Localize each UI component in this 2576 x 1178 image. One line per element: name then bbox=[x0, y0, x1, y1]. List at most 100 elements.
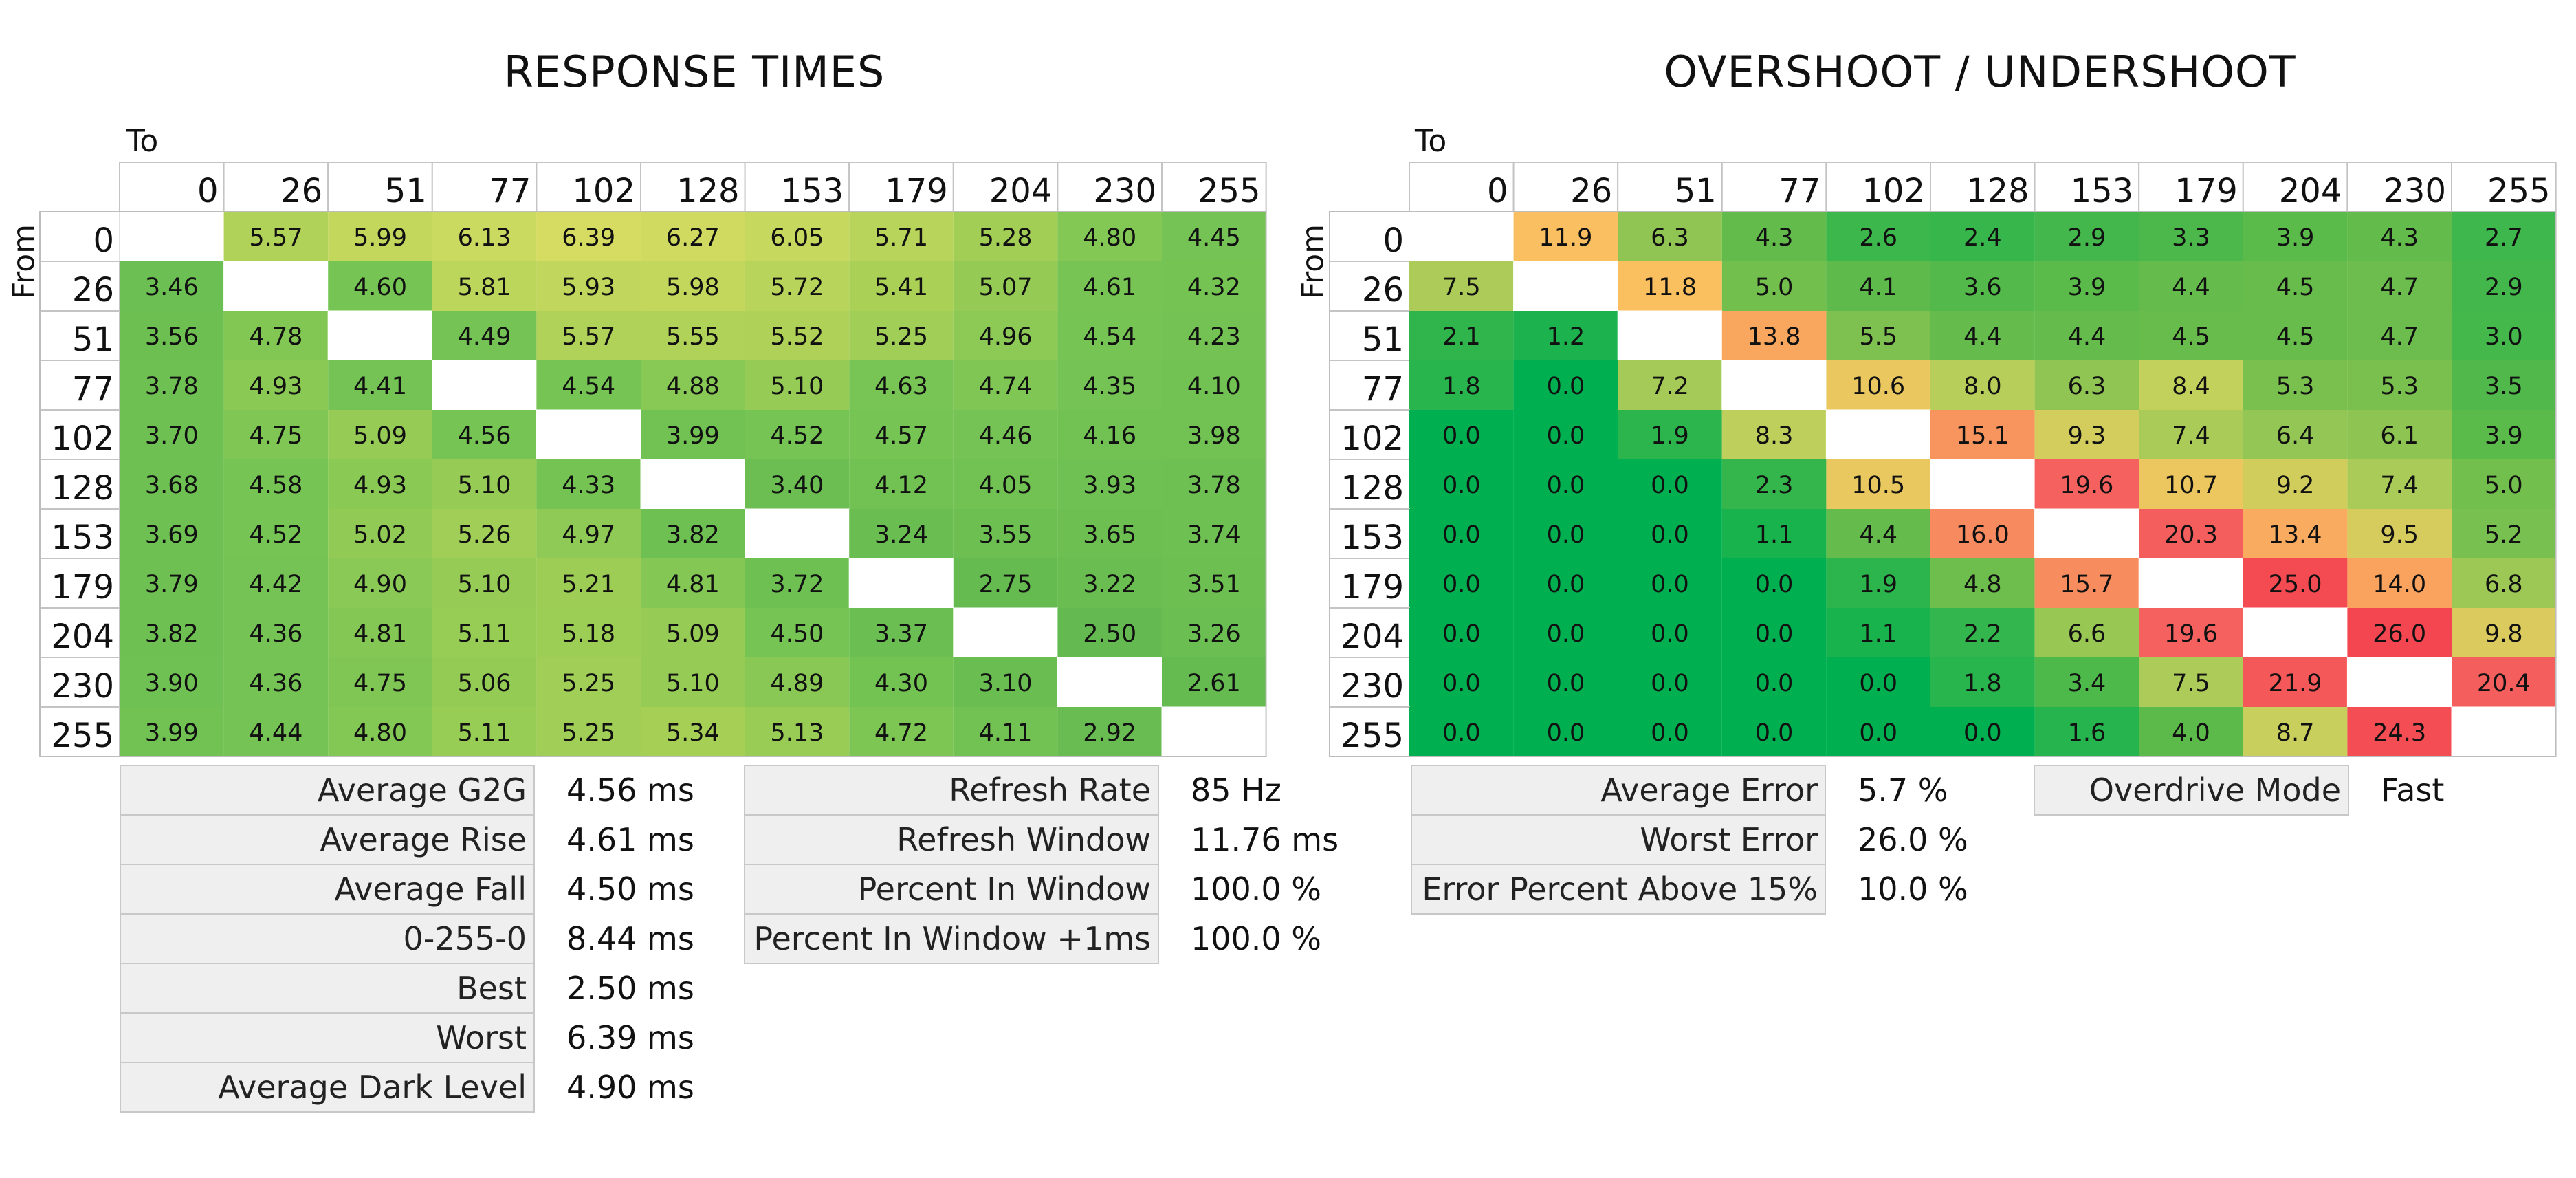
os-stat-row: Average Error 5.7 % bbox=[1411, 765, 1969, 816]
rt-cell bbox=[432, 608, 537, 657]
rt-cell bbox=[1162, 212, 1266, 261]
os-cell-value: 0.0 bbox=[1963, 719, 2002, 747]
rt-stat-value: 2.50 ms bbox=[566, 970, 694, 1007]
rt-window-stat-label: Refresh Window bbox=[744, 814, 1159, 865]
rt-cell-value: 5.11 bbox=[458, 620, 511, 648]
os-cell-value: 0.0 bbox=[1442, 620, 1481, 648]
rt-cell-value: 5.41 bbox=[874, 274, 928, 301]
os-stat-value: 10.0 % bbox=[1858, 871, 1968, 908]
os-cell bbox=[2139, 261, 2243, 311]
os-cell-value: 21.9 bbox=[2269, 670, 2322, 697]
os-cell bbox=[1513, 212, 1618, 261]
rt-cell bbox=[849, 311, 954, 360]
os-mode-stat-label: Overdrive Mode bbox=[2034, 765, 2349, 816]
rt-row-header-cell bbox=[39, 261, 120, 312]
os-cell bbox=[2139, 311, 2243, 360]
os-cell-value: 4.4 bbox=[2172, 274, 2210, 301]
rt-cell bbox=[120, 657, 224, 707]
rt-window-stat-label: Percent In Window bbox=[744, 864, 1159, 915]
rt-cell-value: 6.39 bbox=[562, 224, 615, 252]
rt-cell bbox=[536, 360, 641, 410]
os-col-header-cell bbox=[2138, 162, 2244, 212]
os-row-header-cell bbox=[1329, 409, 1410, 460]
os-cell-value: 0.0 bbox=[1547, 571, 1585, 598]
os-cell-value: 7.4 bbox=[2172, 422, 2210, 450]
os-cell-value: 15.7 bbox=[2060, 571, 2113, 598]
os-cell-value: 2.7 bbox=[2485, 224, 2523, 252]
os-cell-value: 9.5 bbox=[2380, 521, 2419, 549]
rt-cell-value: 5.98 bbox=[666, 274, 720, 301]
rt-cell-value: 5.25 bbox=[562, 670, 615, 697]
os-cell bbox=[2243, 707, 2348, 756]
os-row-header-51: 51 bbox=[1362, 320, 1404, 359]
rt-cell-value: 5.25 bbox=[562, 719, 615, 747]
os-cell-value: 3.3 bbox=[2172, 224, 2210, 252]
os-cell bbox=[2347, 608, 2452, 657]
rt-cell-value: 4.93 bbox=[249, 373, 302, 400]
os-cell-value: 0.0 bbox=[1547, 670, 1585, 697]
os-cell-value: 20.4 bbox=[2477, 670, 2531, 697]
rt-cell bbox=[223, 657, 329, 707]
rt-cell bbox=[1057, 558, 1162, 608]
rt-cell bbox=[745, 558, 850, 608]
os-cell bbox=[1721, 509, 1827, 558]
rt-cell-value: 3.22 bbox=[1083, 571, 1136, 598]
os-cell-value: 9.3 bbox=[2068, 422, 2106, 450]
os-cell bbox=[2347, 212, 2452, 261]
rt-row-header-102: 102 bbox=[51, 419, 114, 458]
rt-cell-value: 4.33 bbox=[562, 472, 615, 499]
rt-cell-value: 3.46 bbox=[145, 274, 199, 301]
rt-cell-value: 5.06 bbox=[458, 670, 511, 697]
os-cell-value: 7.5 bbox=[1442, 274, 1481, 301]
rt-cell bbox=[120, 410, 224, 459]
rt-stat-row: Worst 6.39 ms bbox=[120, 1012, 695, 1063]
os-cell bbox=[2139, 707, 2243, 756]
rt-cell bbox=[432, 459, 537, 509]
os-cell-value: 4.3 bbox=[2380, 224, 2419, 252]
os-cell bbox=[2139, 608, 2243, 657]
os-cell-value: 15.1 bbox=[1956, 422, 2010, 450]
rt-cell-value: 4.80 bbox=[1083, 224, 1136, 252]
rt-cell bbox=[641, 410, 745, 459]
os-cell-value: 3.4 bbox=[2068, 670, 2106, 697]
rt-cell-value: 4.54 bbox=[1083, 323, 1136, 351]
rt-cell bbox=[223, 212, 329, 261]
rt-stat-row: Average G2G 4.56 ms bbox=[120, 765, 695, 816]
rt-row-header-cell bbox=[39, 508, 120, 559]
rt-cell-value: 6.13 bbox=[458, 224, 511, 252]
os-cell bbox=[2347, 459, 2452, 509]
rt-cell bbox=[120, 459, 224, 509]
rt-cell-value: 4.81 bbox=[353, 620, 407, 648]
os-col-header-26: 26 bbox=[1570, 172, 1612, 210]
os-cell-value: 4.7 bbox=[2380, 274, 2419, 301]
os-row-header-cell bbox=[1329, 261, 1410, 312]
rt-cell bbox=[641, 657, 745, 707]
rt-cell bbox=[223, 608, 329, 657]
os-cell bbox=[2243, 360, 2348, 410]
rt-cell-value: 5.28 bbox=[979, 224, 1033, 252]
os-stat-value: 5.7 % bbox=[1858, 772, 1948, 809]
os-cell bbox=[2347, 558, 2452, 608]
rt-cell-value: 4.46 bbox=[979, 422, 1033, 450]
os-cell-value: 0.0 bbox=[1651, 472, 1689, 499]
rt-cell bbox=[536, 409, 641, 460]
rt-cell-value: 4.36 bbox=[249, 670, 302, 697]
os-cell-value: 3.9 bbox=[2485, 422, 2523, 450]
to-axis-label-left: To bbox=[126, 124, 159, 159]
os-cell-value: 10.5 bbox=[1851, 472, 1905, 499]
rt-col-header-128: 128 bbox=[676, 172, 740, 210]
os-cell-value: 7.4 bbox=[2380, 472, 2419, 499]
os-mode-stat-value: Fast bbox=[2381, 772, 2445, 809]
rt-cell bbox=[849, 459, 954, 509]
os-cell-value: 8.4 bbox=[2172, 373, 2210, 400]
rt-cell bbox=[1162, 261, 1266, 311]
rt-cell bbox=[328, 657, 432, 707]
os-cell-value: 5.5 bbox=[1859, 323, 1897, 351]
os-cell bbox=[1513, 261, 1618, 312]
os-cell-value: 0.0 bbox=[1755, 620, 1794, 648]
os-cell bbox=[1721, 212, 1827, 261]
os-cell-value: 0.0 bbox=[1651, 521, 1689, 549]
os-cell-value: 2.4 bbox=[1963, 224, 2002, 252]
rt-col-header-204: 204 bbox=[989, 172, 1053, 210]
os-cell bbox=[1409, 410, 1514, 459]
